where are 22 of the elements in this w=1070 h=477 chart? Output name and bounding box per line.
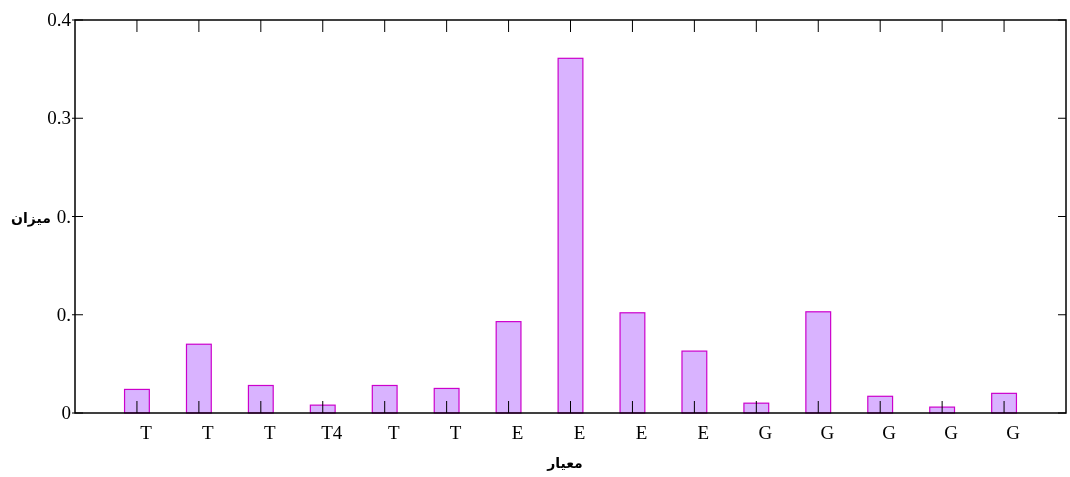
y-tick-label: 0.4 (47, 9, 72, 30)
x-tick-label: T (387, 422, 400, 443)
y-tick-label: 0. (56, 205, 71, 227)
x-tick-label: E (511, 422, 524, 443)
x-tick-label: T (264, 422, 277, 443)
x-tick-label: G (1006, 422, 1021, 443)
y-tick-label: 0 (61, 402, 71, 423)
x-tick-label: T (140, 422, 153, 443)
x-tick-label: T4 (321, 422, 343, 443)
y-axis-title: میزان (11, 209, 51, 227)
y-tick-label: 0.3 (47, 107, 71, 129)
x-tick-label: T (449, 422, 462, 443)
x-tick-label: G (820, 422, 835, 443)
x-axis-title: معیار (546, 455, 583, 471)
y-tick-label: 0. (56, 303, 71, 325)
x-tick-label: G (882, 422, 897, 443)
x-tick-label: E (697, 422, 710, 443)
x-tick-label: G (944, 422, 959, 443)
x-tick-label: E (635, 422, 648, 443)
x-tick-label: E (573, 422, 586, 443)
x-tick-label: T (202, 422, 215, 443)
x-tick-label: G (758, 422, 773, 443)
